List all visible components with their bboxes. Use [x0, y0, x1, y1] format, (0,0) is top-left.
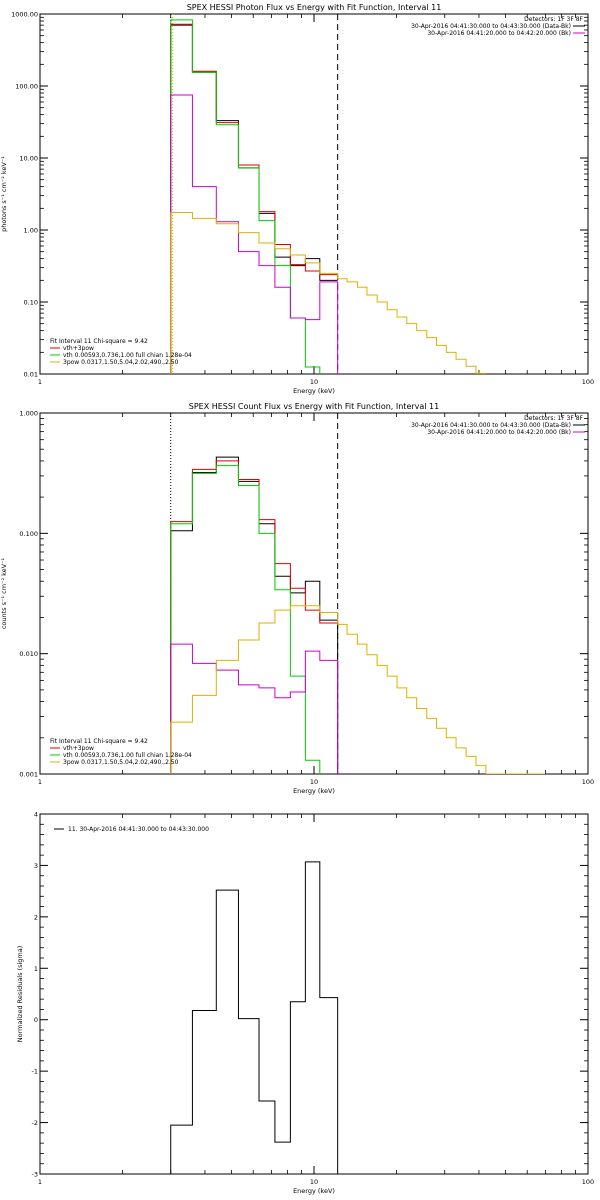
series-group	[170, 456, 546, 774]
chart-panel-1: SPEX HESSI Photon Flux vs Energy with Fi…	[0, 3, 594, 395]
y-minor-ticks	[40, 16, 588, 353]
y-tick-label: 0	[34, 1016, 38, 1024]
y-tick-label: 2	[34, 913, 38, 921]
y-minor-ticks	[40, 823, 588, 1165]
x-tick-label: 10	[310, 1178, 318, 1186]
y-tick-label: -2	[32, 1119, 38, 1127]
plot-frame	[39, 813, 589, 1175]
y-axis-label: counts s⁻¹ cm⁻² keV⁻¹	[0, 557, 8, 629]
fit-info: Fit Interval 11 Chi-square = 9.42	[50, 738, 148, 745]
y-tick-label: 4	[34, 811, 38, 819]
y-tick-label: -3	[32, 1171, 38, 1179]
x-tick-label: 1	[38, 1178, 42, 1186]
chart-title: SPEX HESSI Photon Flux vs Energy with Fi…	[187, 3, 442, 12]
legend-entry-label: vth+3pow	[63, 345, 94, 352]
y-tick-label: 1.000	[19, 410, 38, 418]
chart-panel-3: 1 10 100 Energy (keV) -3 -2 -1 0 1 2 3 4 Normalized …	[16, 811, 594, 1196]
x-tick-label: 10	[310, 778, 318, 786]
legend-entry-label: 30-Apr-2016 04:41:30.000 to 04:43:30.000…	[411, 23, 571, 30]
series-group	[170, 19, 486, 374]
legend-entry-label: 30-Apr-2016 04:41:20.000 to 04:42:20.000…	[427, 30, 571, 37]
series-background	[170, 643, 339, 774]
y-tick-label: 0.001	[19, 771, 38, 779]
x-axis-label: Energy (keV)	[293, 1187, 335, 1195]
legend-entry-label: 30-Apr-2016 04:41:30.000 to 04:43:30.000…	[411, 422, 571, 429]
legend-entry-label: vth 0.00593,0.736,1.00 full chian 1.28e-…	[63, 352, 192, 359]
plot-frame	[39, 412, 589, 775]
series-total	[170, 23, 338, 374]
legend-heading: Detectors: 1F 3F 8F	[524, 415, 583, 422]
x-tick-label: 100	[582, 1178, 594, 1186]
series-thermal	[170, 19, 321, 374]
chart-panel-2: SPEX HESSI Count Flux vs Energy with Fit…	[0, 402, 594, 795]
y-tick-label: -1	[32, 1068, 38, 1076]
legend-bottom-left: Fit Interval 11 Chi-square = 9.42vth+3po…	[50, 338, 192, 366]
x-axis-label: Energy (keV)	[293, 387, 335, 395]
series-powerlaw	[170, 605, 546, 774]
series-data	[170, 456, 339, 774]
y-axis-label: photons s⁻¹ cm⁻² keV⁻¹	[0, 156, 8, 232]
series-total	[170, 460, 338, 774]
legend-entry-label: 11. 30-Apr-2016 04:41:30.000 to 04:43:30…	[68, 826, 209, 833]
x-minor-ticks	[122, 413, 576, 774]
series-residuals	[170, 861, 339, 1174]
y-tick-label: 1000.00	[11, 11, 38, 19]
y-tick-label: 10.00	[19, 155, 38, 163]
x-tick-label: 100	[582, 778, 594, 786]
series-thermal	[170, 465, 321, 774]
x-tick-label: 10	[310, 378, 318, 386]
y-tick-label: 1	[34, 965, 38, 973]
legend-entry-label: vth+3pow	[63, 745, 94, 752]
legend-entry-label: 3pow 0.0317,1.50,5.04,2.02,490.,2.50	[63, 759, 179, 766]
fit-info: Fit Interval 11 Chi-square = 9.42	[50, 338, 148, 345]
legend-entry-label: vth 0.00593,0.736,1.00 full chian 1.28e-…	[63, 752, 192, 759]
y-tick-label: 0.01	[24, 371, 38, 379]
legend-top-left: 11. 30-Apr-2016 04:41:30.000 to 04:43:30…	[54, 826, 209, 833]
y-tick-label: 0.100	[19, 530, 38, 538]
y-tick-label: 3	[34, 862, 38, 870]
legend-heading: Detectors: 1F 3F 8F	[524, 16, 583, 23]
y-tick-label: 0.010	[19, 650, 38, 658]
series-group	[170, 861, 339, 1174]
chart-title: SPEX HESSI Count Flux vs Energy with Fit…	[189, 402, 440, 411]
legend-bottom-left: Fit Interval 11 Chi-square = 9.42vth+3po…	[50, 738, 192, 766]
x-tick-label: 1	[38, 778, 42, 786]
y-tick-label: 0.10	[24, 299, 38, 307]
x-tick-label: 1	[38, 378, 42, 386]
x-minor-ticks	[122, 14, 576, 374]
legend-entry-label: 30-Apr-2016 04:41:20.000 to 04:42:20.000…	[427, 429, 571, 436]
x-tick-label: 100	[582, 378, 594, 386]
legend-entry-label: 3pow 0.0317,1.50,5.04,2.02,490.,2.50	[63, 359, 179, 366]
series-background	[170, 94, 339, 374]
y-tick-label: 1.00	[24, 227, 38, 235]
x-minor-ticks	[122, 814, 576, 1174]
y-axis-label: Normalized Residuals (sigma)	[16, 946, 24, 1043]
y-minor-ticks	[40, 418, 588, 739]
series-data	[170, 24, 338, 374]
y-tick-label: 100.00	[15, 83, 38, 91]
x-axis-label: Energy (keV)	[293, 787, 335, 795]
series-powerlaw	[170, 212, 486, 374]
